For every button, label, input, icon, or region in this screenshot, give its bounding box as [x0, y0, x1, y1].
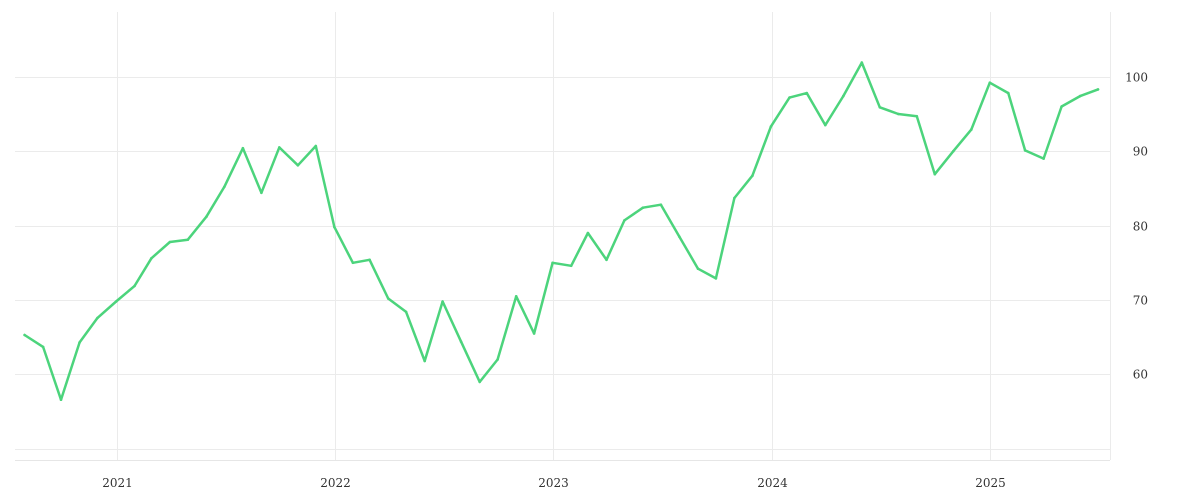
data-point [569, 264, 573, 268]
data-point [1060, 105, 1063, 108]
data-point [1078, 94, 1082, 98]
data-point [878, 106, 882, 109]
data-point [733, 196, 736, 200]
data-point [824, 123, 827, 127]
data-point [714, 277, 718, 280]
data-point [368, 258, 371, 262]
data-point [805, 91, 809, 95]
series-line [23, 61, 1100, 401]
data-point [296, 164, 300, 167]
grid [15, 12, 1111, 460]
data-point [605, 258, 608, 262]
data-point [23, 333, 26, 337]
data-point [496, 358, 499, 361]
data-point [205, 215, 208, 218]
x-tick-label: 2024 [757, 476, 788, 490]
data-point [970, 128, 973, 131]
data-point [133, 284, 136, 288]
data-point [586, 231, 590, 235]
y-tick-label: 80 [1133, 220, 1148, 234]
data-point [314, 144, 318, 148]
y-tick-label: 90 [1133, 145, 1148, 159]
data-point [551, 261, 554, 265]
data-point [952, 149, 955, 153]
x-tick-label: 2025 [975, 476, 1006, 490]
data-point [860, 61, 864, 64]
data-point [514, 295, 518, 298]
x-tick-label: 2022 [320, 476, 351, 490]
data-point [641, 206, 645, 209]
data-point [1096, 88, 1100, 91]
data-point [351, 261, 355, 265]
series-points [23, 61, 1100, 402]
data-point [78, 341, 81, 344]
data-point [59, 398, 63, 402]
data-point [241, 146, 245, 150]
data-point [150, 257, 153, 260]
data-point [659, 203, 663, 206]
data-point [696, 267, 700, 271]
data-point [788, 96, 791, 99]
y-tick-label: 60 [1133, 368, 1148, 382]
data-point [769, 125, 773, 128]
y-tick-label: 70 [1133, 294, 1148, 308]
data-point [532, 332, 536, 335]
data-point [260, 191, 263, 195]
y-tick-label: 100 [1125, 71, 1148, 85]
data-point [915, 114, 919, 118]
y-tick-labels: 60 70 80 90 100 [1125, 71, 1148, 382]
data-point [333, 225, 336, 229]
x-tick-label: 2023 [538, 476, 569, 490]
data-point [223, 185, 226, 189]
data-point [842, 94, 845, 98]
data-point [1007, 91, 1010, 95]
data-point [423, 359, 427, 363]
data-point [623, 219, 626, 222]
data-point [988, 81, 992, 84]
data-point [404, 310, 408, 314]
data-point [114, 300, 118, 303]
data-point [1023, 149, 1027, 152]
data-point [441, 300, 444, 303]
x-tick-labels: 2021 2022 2023 2024 2025 [102, 476, 1006, 490]
data-point [386, 297, 390, 300]
x-tick-label: 2021 [102, 476, 133, 490]
data-point [751, 174, 754, 177]
data-point [478, 380, 482, 384]
data-point [96, 316, 99, 320]
data-point [1042, 157, 1045, 160]
data-point [41, 345, 45, 349]
data-point [933, 172, 937, 176]
data-point [678, 235, 681, 238]
data-point [186, 238, 190, 241]
data-point [459, 340, 463, 344]
data-point [278, 146, 281, 149]
data-point [897, 112, 900, 116]
series [23, 61, 1100, 402]
data-point [168, 240, 172, 244]
